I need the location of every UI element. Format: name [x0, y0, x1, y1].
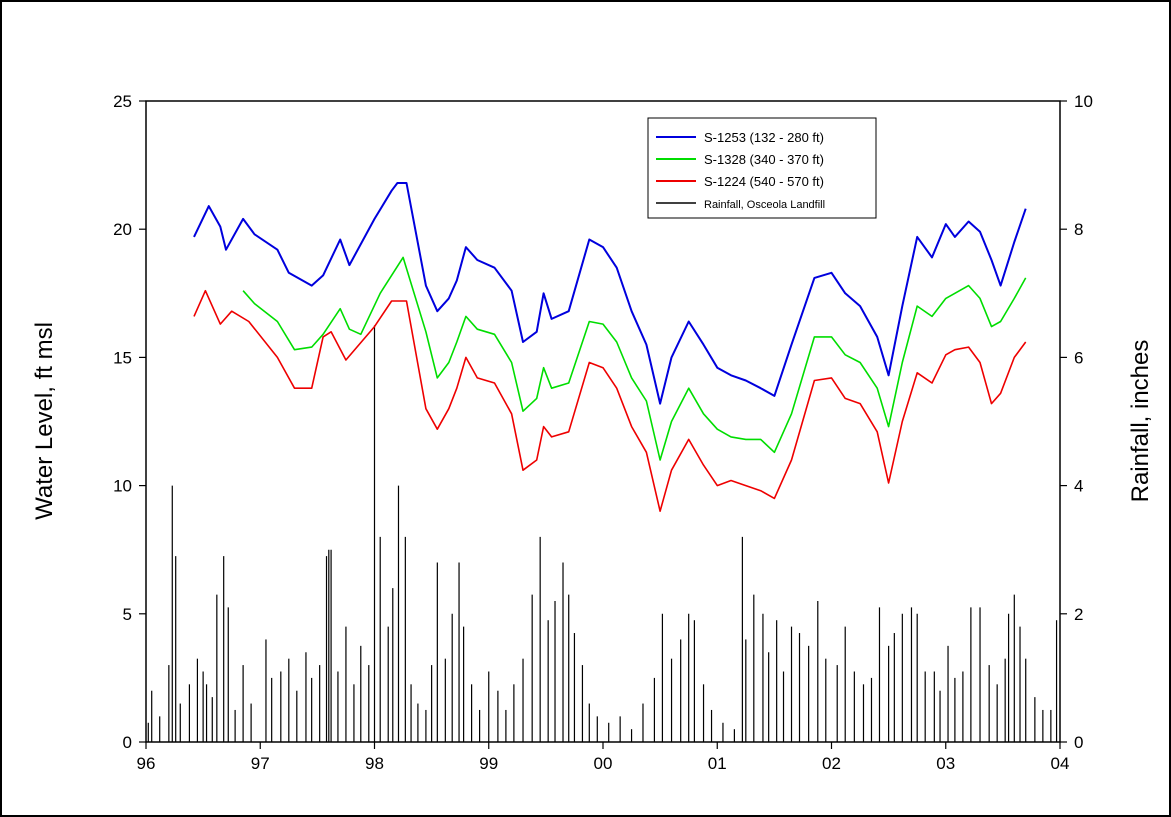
x-tick-label: 99: [479, 754, 498, 773]
legend-label-4: Rainfall, Osceola Landfill: [704, 199, 825, 211]
legend-box: [647, 117, 877, 219]
y-axis-ticks: 0 5 10 15 20 25: [113, 92, 146, 752]
rainfall-bars: [147, 325, 1058, 742]
series-lines: [193, 182, 1027, 513]
y2-tick-label: 4: [1074, 477, 1083, 496]
legend-label-2: S-1328 (340 - 370 ft): [704, 152, 824, 167]
y2-tick-label: 8: [1074, 220, 1083, 239]
y2-tick-label: 6: [1074, 348, 1083, 367]
series-line-2: [242, 256, 1027, 461]
y2-axis-ticks: 0 2 4 6 8 10: [1060, 92, 1093, 752]
x-tick-label: 04: [1051, 754, 1070, 773]
y-tick-label: 10: [113, 477, 132, 496]
plot-area-border: [145, 100, 1061, 743]
legend: S-1253 (132 - 280 ft) S-1328 (340 - 370 f…: [647, 117, 877, 219]
x-tick-label: 98: [365, 754, 384, 773]
x-tick-label: 01: [708, 754, 727, 773]
x-tick-label: 97: [251, 754, 270, 773]
legend-label-1: S-1253 (132 - 280 ft): [704, 130, 824, 145]
y-tick-label: 20: [113, 220, 132, 239]
x-tick-label: 00: [594, 754, 613, 773]
x-axis-ticks: 96 97 98 99 00 01 02 03 04: [137, 742, 1070, 773]
series-line-1: [193, 182, 1027, 405]
legend-label-3: S-1224 (540 - 570 ft): [704, 174, 824, 189]
y2-tick-label: 0: [1074, 733, 1083, 752]
series-line-3: [193, 289, 1027, 513]
y2-axis-title: Rainfall, inches: [1127, 340, 1154, 503]
x-tick-label: 96: [137, 754, 156, 773]
y-tick-label: 0: [123, 733, 132, 752]
y-axis-title: Water Level, ft msl: [31, 322, 58, 520]
y-tick-label: 15: [113, 348, 132, 367]
y2-tick-label: 10: [1074, 92, 1093, 111]
y2-tick-label: 2: [1074, 605, 1083, 624]
y-tick-label: 25: [113, 92, 132, 111]
x-tick-label: 03: [936, 754, 955, 773]
x-tick-label: 02: [822, 754, 841, 773]
y-tick-label: 5: [123, 605, 132, 624]
